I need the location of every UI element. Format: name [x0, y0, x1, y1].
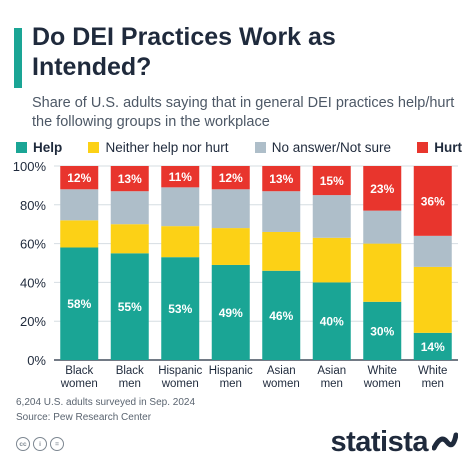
y-tick-label: 60%	[20, 237, 46, 252]
x-tick-label: men	[422, 378, 444, 390]
data-label-hurt: 12%	[67, 171, 91, 185]
bar-segment-hurt	[262, 166, 301, 192]
y-tick-label: 100%	[13, 159, 47, 174]
x-tick-label: White	[418, 365, 447, 377]
y-tick-label: 40%	[20, 275, 46, 290]
y-tick-label: 20%	[20, 314, 46, 329]
data-label-help: 53%	[168, 302, 192, 316]
x-tick-label: Asian	[267, 365, 296, 377]
bar-segment-no-answer-not-sure	[413, 235, 452, 267]
bar-segment-no-answer-not-sure	[312, 195, 351, 238]
legend-item-neither: Neither help nor hurt	[88, 139, 229, 155]
footnote: 6,204 U.S. adults surveyed in Sep. 2024 …	[16, 395, 195, 425]
data-label-hurt: 11%	[169, 170, 193, 184]
x-tick-label: women	[60, 378, 98, 390]
bar-segment-hurt	[312, 166, 351, 196]
bar-segment-no-answer-not-sure	[60, 189, 99, 221]
x-tick-label: Hispanic	[209, 365, 253, 377]
legend-swatch-hurt	[417, 141, 429, 153]
bar-segment-help	[110, 253, 149, 360]
title-accent-bar	[14, 28, 22, 88]
data-label-help: 49%	[219, 306, 243, 320]
license-icons: cc i =	[16, 437, 64, 451]
legend-label-neither: Neither help nor hurt	[105, 139, 229, 155]
legend-label-hurt: Hurt	[434, 139, 462, 155]
brand-name: statista	[330, 426, 428, 458]
data-label-help: 30%	[370, 324, 394, 338]
bar-segment-help	[312, 282, 351, 360]
y-tick-label: 80%	[20, 198, 46, 213]
bar-segment-neither-help-nor-hurt	[262, 231, 301, 271]
x-tick-label: men	[321, 378, 343, 390]
bar-segment-help	[413, 332, 452, 360]
bar-segment-neither-help-nor-hurt	[413, 266, 452, 333]
x-tick-label: men	[119, 378, 141, 390]
data-label-help: 46%	[269, 309, 293, 323]
legend-swatch-help	[16, 141, 27, 153]
bar-segment-neither-help-nor-hurt	[211, 228, 250, 265]
bar-segment-help	[262, 270, 301, 360]
x-tick-label: women	[363, 378, 401, 390]
bar-segment-hurt	[60, 166, 99, 190]
bar-segment-neither-help-nor-hurt	[110, 224, 149, 254]
legend-swatch-no-answer	[254, 141, 266, 153]
bar-segment-hurt	[110, 166, 149, 192]
legend-item-no-answer: No answer/Not sure	[254, 139, 392, 155]
data-label-hurt: 13%	[118, 172, 142, 186]
data-label-hurt: 23%	[370, 182, 394, 196]
attribution-icon: i	[33, 437, 47, 451]
data-label-help: 58%	[67, 297, 91, 311]
x-tick-label: Asian	[317, 365, 346, 377]
survey-note: 6,204 U.S. adults surveyed in Sep. 2024	[16, 397, 196, 408]
bar-segment-no-answer-not-sure	[363, 210, 402, 244]
statista-logo-icon	[432, 432, 458, 450]
chart-title: Do DEI Practices Work as Intended?	[32, 23, 336, 81]
legend-label-help: Help	[33, 139, 63, 155]
bar-segment-hurt	[211, 166, 250, 190]
legend-item-help: Help	[16, 140, 62, 155]
bar-segment-help	[60, 247, 99, 360]
x-tick-label: men	[220, 378, 242, 390]
bar-segment-no-answer-not-sure	[110, 191, 149, 225]
bar-segment-hurt	[413, 166, 452, 236]
bar-segment-neither-help-nor-hurt	[363, 243, 402, 302]
data-label-help: 55%	[118, 300, 142, 314]
x-tick-label: Black	[65, 365, 93, 377]
x-tick-label: Hispanic	[158, 365, 202, 377]
x-tick-label: women	[161, 378, 199, 390]
bar-segment-hurt	[161, 166, 200, 188]
statista-logo: statista	[330, 426, 458, 459]
bar-segment-no-answer-not-sure	[161, 187, 200, 227]
data-label-hurt: 36%	[421, 194, 445, 208]
bar-segment-no-answer-not-sure	[211, 189, 250, 229]
bar-segment-help	[211, 264, 250, 360]
data-label-hurt: 15%	[320, 174, 344, 188]
legend-swatch-neither	[88, 141, 100, 153]
source-note: Source: Pew Research Center	[16, 412, 152, 423]
cc-icon: cc	[16, 437, 30, 451]
bar-segment-neither-help-nor-hurt	[312, 237, 351, 283]
x-tick-label: Black	[116, 365, 144, 377]
no-derivatives-icon: =	[50, 437, 64, 451]
bar-segment-neither-help-nor-hurt	[60, 220, 99, 248]
x-tick-label: women	[262, 378, 300, 390]
bar-segment-help	[161, 257, 200, 360]
data-label-help: 40%	[320, 315, 344, 329]
data-label-help: 14%	[421, 340, 445, 354]
data-label-hurt: 12%	[219, 171, 243, 185]
legend-item-hurt: Hurt	[417, 140, 462, 155]
legend-label-no-answer: No answer/Not sure	[271, 139, 392, 155]
bar-segment-help	[363, 301, 402, 360]
bar-segment-neither-help-nor-hurt	[161, 226, 200, 258]
bar-segment-no-answer-not-sure	[262, 191, 301, 232]
chart-legend: Help Neither help nor hurt No answer/Not…	[16, 138, 462, 156]
chart-subtitle: Share of U.S. adults saying that in gene…	[32, 95, 455, 130]
x-tick-label: White	[368, 365, 397, 377]
y-tick-label: 0%	[27, 353, 46, 368]
stacked-bar-chart: 0%20%40%60%80%100%58%12%Blackwomen55%13%…	[13, 159, 458, 390]
data-label-hurt: 13%	[269, 172, 293, 186]
bar-segment-hurt	[363, 166, 402, 211]
